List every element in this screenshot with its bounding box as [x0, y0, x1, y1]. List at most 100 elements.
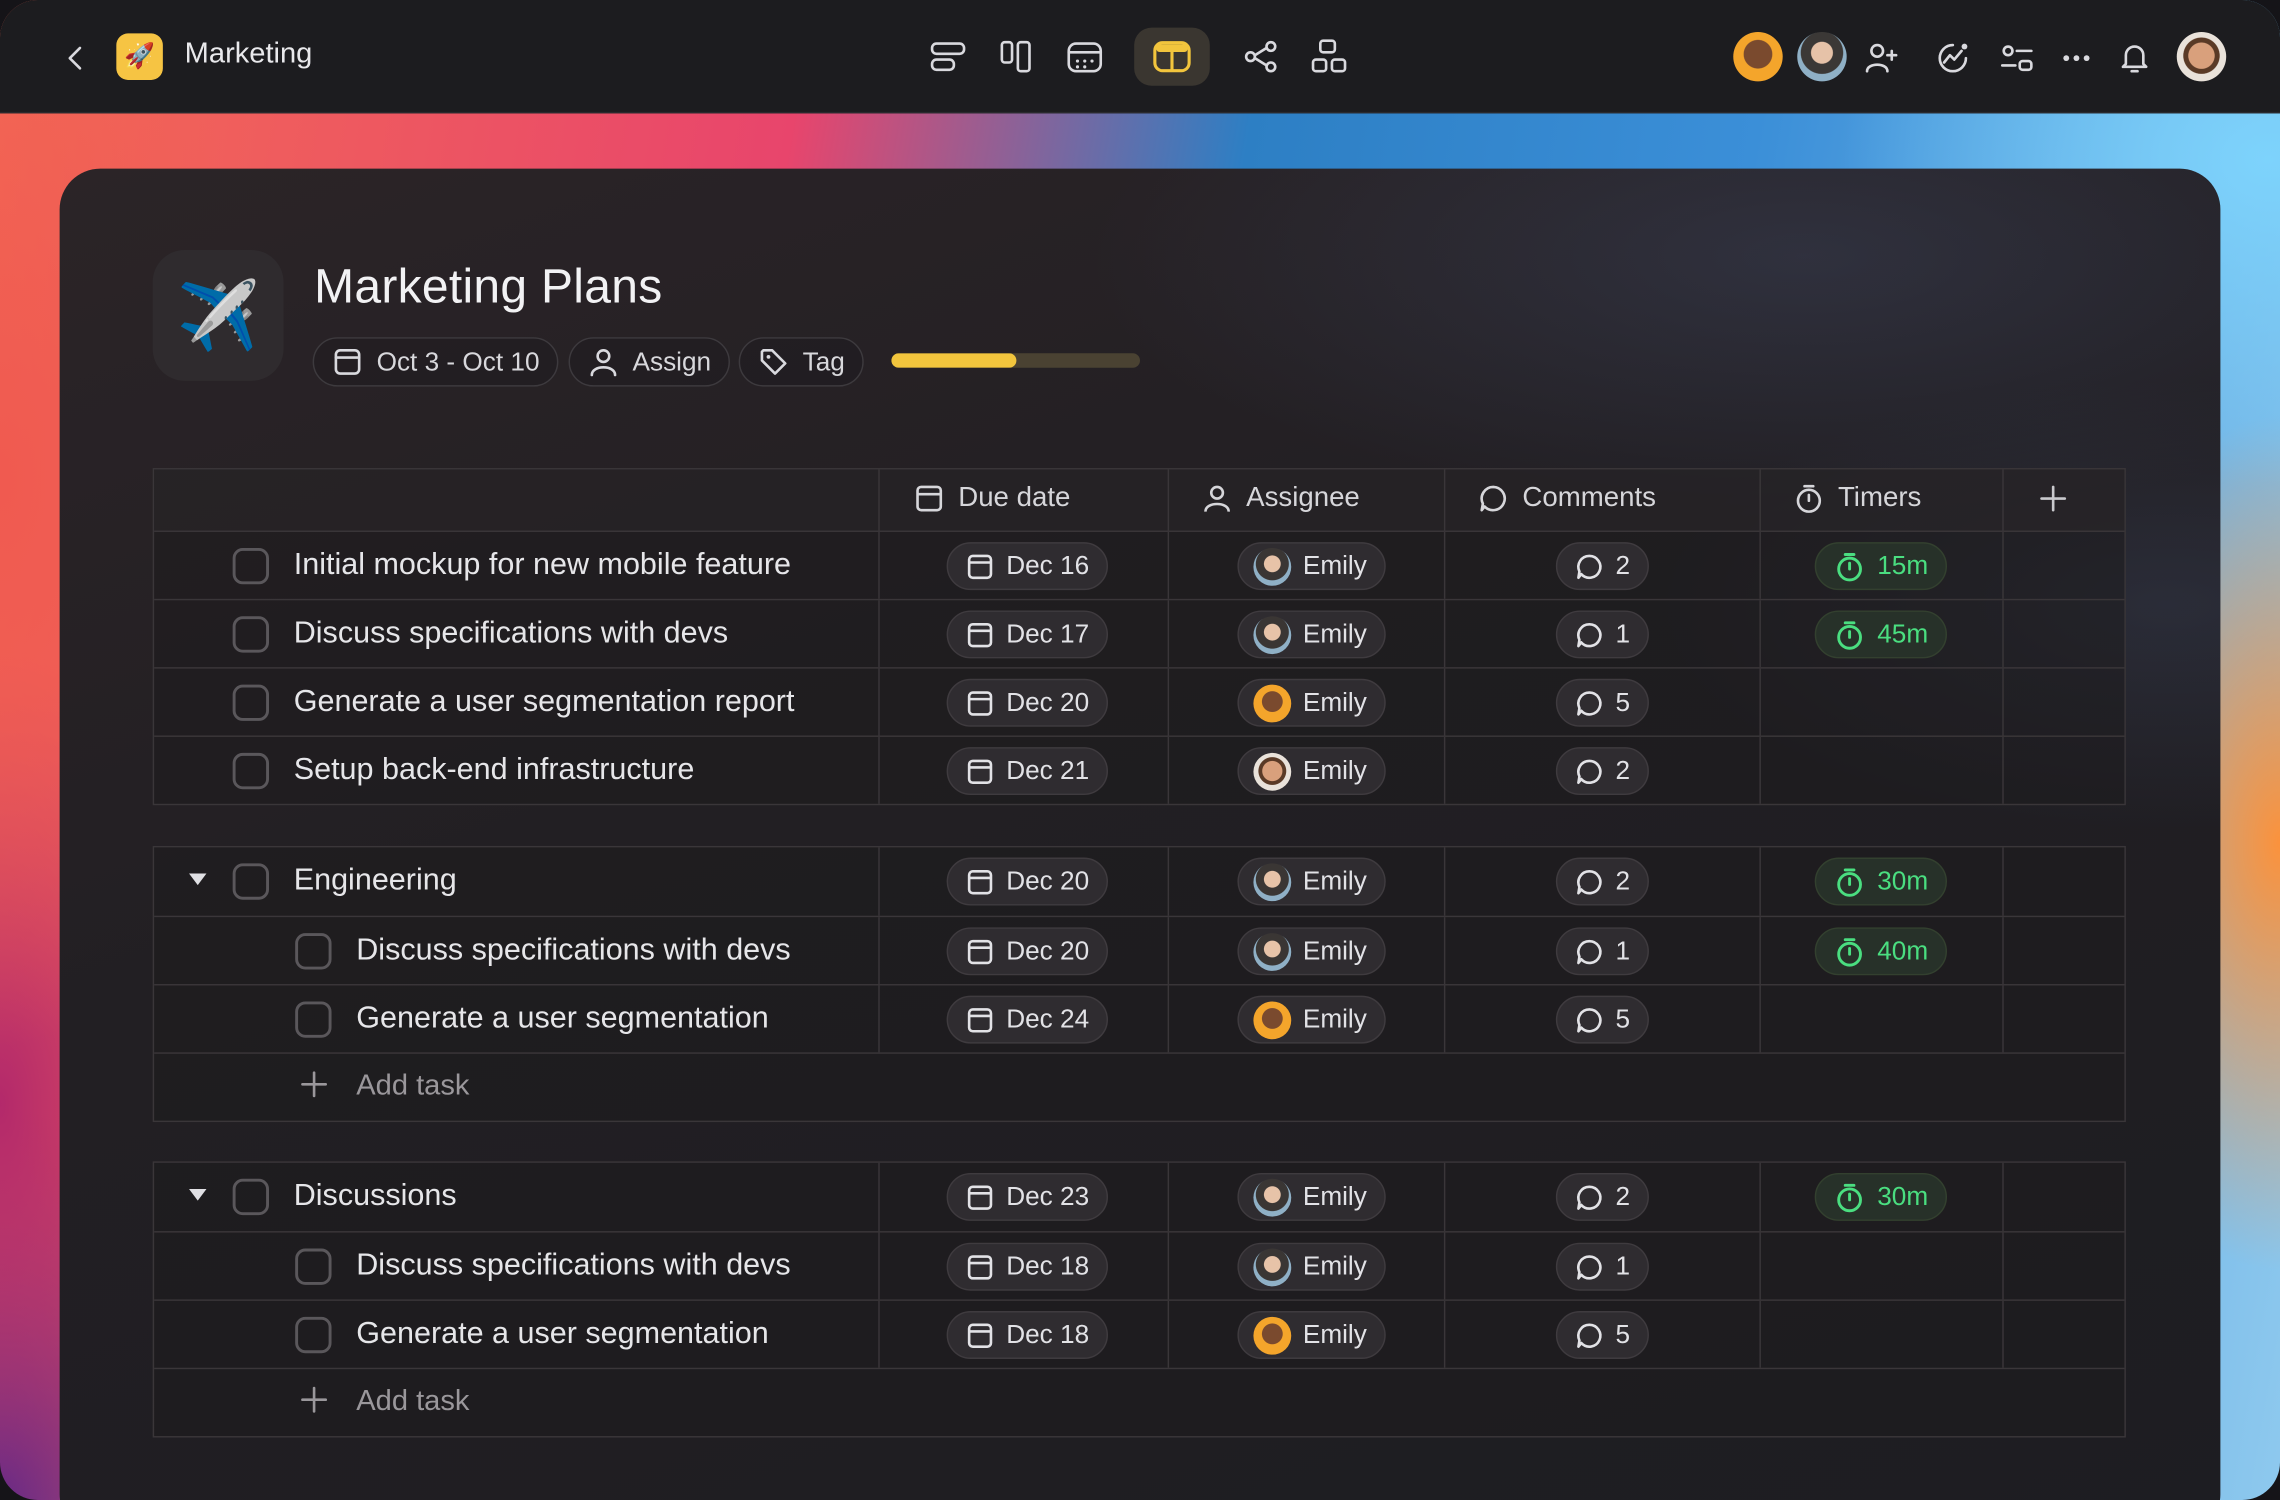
column-header-comments[interactable]: Comments [1477, 483, 1656, 515]
invite-member-button[interactable] [1855, 32, 1907, 84]
due-date-pill[interactable]: Dec 17 [946, 610, 1109, 659]
comments-pill[interactable]: 2 [1555, 857, 1649, 906]
board-view-button[interactable] [979, 28, 1055, 86]
calendar-view-button[interactable] [1047, 28, 1123, 86]
due-date-pill[interactable]: Dec 20 [946, 857, 1109, 906]
task-checkbox[interactable] [232, 684, 270, 721]
gantt-view-button[interactable] [1291, 28, 1367, 86]
add-task-row[interactable]: Add task [154, 1052, 2125, 1120]
table-view-button[interactable] [1134, 27, 1210, 86]
column-header-label: Comments [1522, 482, 1656, 514]
timer-pill[interactable]: 30m [1814, 857, 1948, 906]
comments-pill[interactable]: 5 [1555, 1311, 1649, 1360]
task-title[interactable]: Generate a user segmentation report [293, 684, 795, 719]
add-column-button[interactable] [2036, 481, 2071, 516]
comments-pill[interactable]: 5 [1555, 678, 1649, 727]
task-title[interactable]: Discuss specifications with devs [356, 933, 791, 967]
analytics-button[interactable] [1927, 32, 1979, 84]
comments-count: 1 [1615, 1251, 1631, 1281]
project-title[interactable]: Marketing Plans [314, 258, 663, 313]
workspace-title[interactable]: Marketing [184, 37, 313, 70]
comments-pill[interactable]: 1 [1555, 1242, 1649, 1291]
due-date-pill[interactable]: Dec 23 [946, 1172, 1109, 1221]
task-title[interactable]: Initial mockup for new mobile feature [293, 547, 792, 582]
due-date-pill[interactable]: Dec 18 [946, 1242, 1109, 1291]
assignee-name: Emily [1302, 936, 1367, 966]
settings-button[interactable] [1991, 32, 2043, 84]
user-avatar[interactable] [2176, 31, 2227, 82]
assignee-pill[interactable]: Emily [1237, 1172, 1386, 1221]
due-date-pill[interactable]: Dec 24 [946, 995, 1109, 1044]
task-checkbox[interactable] [295, 1316, 332, 1354]
comments-pill[interactable]: 1 [1555, 927, 1649, 976]
timer-pill[interactable]: 30m [1814, 1172, 1948, 1221]
due-date-pill[interactable]: Dec 20 [946, 927, 1109, 976]
column-divider [878, 1300, 880, 1368]
assignee-pill[interactable]: Emily [1237, 678, 1386, 727]
assignee-pill[interactable]: Emily [1237, 995, 1386, 1044]
comments-pill[interactable]: 2 [1555, 1172, 1649, 1221]
task-title[interactable]: Setup back-end infrastructure [293, 752, 695, 787]
comments-count: 2 [1615, 1181, 1631, 1211]
column-divider [1443, 668, 1446, 736]
collapse-caret-icon[interactable] [189, 873, 207, 886]
back-icon[interactable] [55, 38, 96, 79]
group-checkbox[interactable] [232, 863, 270, 900]
assignee-pill[interactable]: Emily [1237, 1311, 1386, 1360]
assign-chip[interactable]: Assign [568, 337, 730, 387]
assignee-pill[interactable]: Emily [1237, 610, 1386, 659]
assignee-pill[interactable]: Emily [1237, 747, 1386, 796]
task-checkbox[interactable] [232, 616, 270, 653]
more-button[interactable] [2050, 32, 2102, 84]
timer-pill[interactable]: 40m [1814, 927, 1948, 976]
due-date-pill[interactable]: Dec 16 [946, 542, 1109, 591]
column-header-label: Due date [958, 482, 1071, 514]
assignee-pill[interactable]: Emily [1237, 542, 1386, 591]
group-checkbox[interactable] [232, 1178, 270, 1216]
task-checkbox[interactable] [232, 547, 270, 585]
column-divider [878, 1162, 880, 1232]
due-date-pill[interactable]: Dec 21 [946, 747, 1109, 796]
assignee-pill[interactable]: Emily [1237, 857, 1386, 906]
task-title[interactable]: Generate a user segmentation [356, 1001, 769, 1035]
timer-pill[interactable]: 45m [1814, 610, 1948, 659]
group-title[interactable]: Engineering [293, 863, 457, 897]
comments-pill[interactable]: 5 [1555, 995, 1649, 1044]
column-header-timers[interactable]: Timers [1793, 483, 1921, 515]
task-title[interactable]: Discuss specifications with devs [356, 1248, 791, 1282]
comments-pill[interactable]: 1 [1555, 610, 1649, 659]
comments-pill[interactable]: 2 [1555, 542, 1649, 591]
comments-pill[interactable]: 2 [1555, 747, 1649, 796]
project-icon[interactable]: ✈️ [152, 249, 284, 381]
collapse-caret-icon[interactable] [189, 1188, 207, 1201]
task-checkbox[interactable] [295, 933, 332, 970]
due-date-pill[interactable]: Dec 18 [946, 1311, 1109, 1360]
member-avatar-1[interactable] [1733, 31, 1783, 82]
calendar-icon [967, 939, 993, 964]
column-divider [1443, 469, 1446, 531]
timer-pill[interactable]: 15m [1814, 542, 1948, 591]
column-divider [1167, 985, 1170, 1053]
add-task-row[interactable]: Add task [154, 1367, 2125, 1436]
assignee-pill[interactable]: Emily [1237, 1242, 1386, 1291]
task-checkbox[interactable] [232, 752, 270, 790]
task-checkbox[interactable] [295, 1248, 332, 1285]
group-title[interactable]: Discussions [293, 1178, 457, 1213]
list-view-button[interactable] [910, 28, 986, 86]
assignee-avatar [1253, 752, 1292, 790]
due-date-pill[interactable]: Dec 20 [946, 678, 1109, 727]
column-header-due[interactable]: Due date [913, 483, 1070, 515]
column-header-assignee[interactable]: Assignee [1201, 483, 1360, 515]
member-avatar-2[interactable] [1797, 31, 1847, 82]
task-title[interactable]: Discuss specifications with devs [293, 616, 729, 650]
task-title[interactable]: Generate a user segmentation [356, 1316, 769, 1351]
column-divider [1443, 736, 1446, 804]
assignee-name: Emily [1302, 755, 1367, 785]
notifications-button[interactable] [2108, 32, 2160, 84]
task-checkbox[interactable] [295, 1001, 332, 1038]
mindmap-view-button[interactable] [1223, 28, 1299, 86]
comment-icon [1577, 758, 1602, 784]
assignee-pill[interactable]: Emily [1237, 927, 1386, 976]
date-range-chip[interactable]: Oct 3 - Oct 10 [312, 337, 559, 387]
tag-chip[interactable]: Tag [738, 337, 864, 387]
